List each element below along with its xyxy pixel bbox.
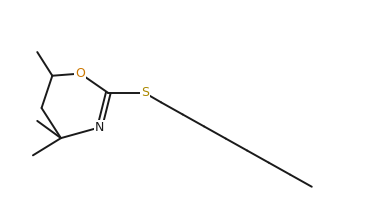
Text: S: S	[141, 86, 149, 99]
Text: O: O	[75, 67, 85, 80]
Text: N: N	[95, 121, 105, 134]
